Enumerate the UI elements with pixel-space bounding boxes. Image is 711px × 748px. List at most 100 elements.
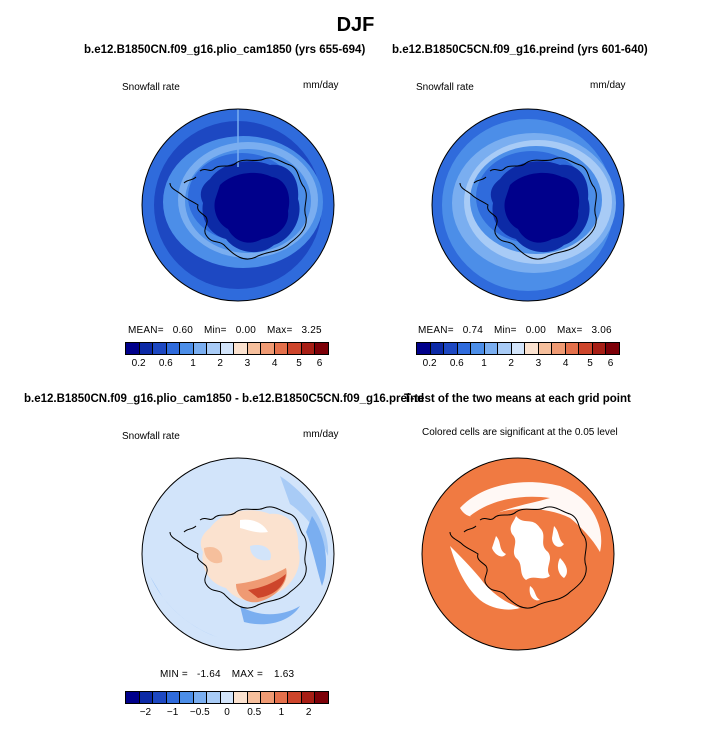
colorbar-swatch [301,343,316,354]
colorbar-swatch [511,343,526,354]
colorbar-tick-label: 6 [607,358,614,369]
colorbar-tick-label: 5 [296,358,302,369]
panel1-units-label: mm/day [303,80,339,91]
colorbar-tick-label: 3 [244,358,251,369]
panel1-max-value: 3.25 [301,325,322,336]
colorbar-tick-label: 0 [224,707,230,718]
panel2-mean-value: 0.74 [462,325,483,336]
colorbar-tick-label: 1 [190,358,196,369]
panel2-variable-label: Snowfall rate [416,82,474,93]
panel4-title: T-test of the two means at each grid poi… [404,393,631,405]
panel1-variable-label: Snowfall rate [122,82,180,93]
colorbar-swatch [261,343,275,354]
panel3-max-label: MAX = [231,669,264,680]
panel3-antarctica-coastline [169,506,307,609]
panel3-variable-label: Snowfall rate [122,431,180,442]
colorbar-swatch [126,692,140,703]
colorbar-swatch [153,343,167,354]
colorbar-swatch [538,343,553,354]
colorbar-tick-label: 6 [316,358,323,369]
colorbar-swatch [139,692,154,703]
panel1-mean-label: MEAN= [128,325,164,336]
colorbar-tick-label: 2 [508,358,514,369]
colorbar-swatch [234,343,248,354]
colorbar-tick-label: 0.2 [422,358,437,369]
panel1-max-label: Max= [266,325,293,336]
colorbar-tick-label: 3 [535,358,542,369]
colorbar-swatch [606,343,619,354]
colorbar-tick-label: 2 [305,707,312,718]
colorbar-tick-label: 4 [271,358,278,369]
colorbar-swatch [315,343,328,354]
colorbar-swatch [301,692,316,703]
panel2-mean-label: MEAN= [418,325,454,336]
panel3-min-label: MIN = [160,669,188,680]
colorbar-tick-label: 4 [562,358,569,369]
colorbar-swatch [457,343,472,354]
colorbar-swatch [274,343,289,354]
colorbar-swatch [315,692,328,703]
panel3-polar-map [141,457,335,651]
colorbar-swatch [288,692,302,703]
colorbar-tick-label: −2 [139,707,152,718]
colorbar-swatch [261,692,275,703]
colorbar-swatch [126,343,140,354]
colorbar-swatch [139,343,154,354]
colorbar-tick-label: 0.2 [131,358,146,369]
colorbar-swatch [180,692,194,703]
panel1-polar-map [141,108,335,302]
panel1-mean-value: 0.60 [172,325,193,336]
colorbar-swatch [207,343,221,354]
colorbar-swatch [498,343,512,354]
colorbar-swatch [247,343,262,354]
colorbar-swatch [274,692,289,703]
colorbar-swatch [220,692,235,703]
colorbar-swatch [180,343,194,354]
panel1-antarctica-coastline [169,157,307,260]
panel3-colorbar [125,691,329,704]
colorbar-tick-label: −0.5 [189,707,210,718]
panel4-polar-map [421,457,615,651]
colorbar-tick-label: 1 [278,707,285,718]
colorbar-swatch [153,692,167,703]
panel1-title: b.e12.B1850CN.f09_g16.plio_cam1850 (yrs … [84,44,366,56]
colorbar-swatch [193,692,208,703]
colorbar-swatch [430,343,445,354]
colorbar-swatch [234,692,248,703]
panel1-colorbar [125,342,329,355]
colorbar-swatch [565,343,580,354]
colorbar-swatch [525,343,539,354]
panel4-subtitle: Colored cells are significant at the 0.0… [422,427,618,438]
colorbar-tick-label: 0.6 [158,358,173,369]
panel2-antarctica-coastline [459,157,597,260]
colorbar-tick-label: 5 [587,358,593,369]
colorbar-swatch [166,343,181,354]
panel3-units-label: mm/day [303,429,339,440]
main-title: DJF [336,14,375,36]
panel1-min-label: Min= [203,325,227,336]
colorbar-tick-label: 0.5 [247,707,262,718]
colorbar-swatch [288,343,302,354]
panel2-polar-map [431,108,625,302]
panel3-title: b.e12.B1850CN.f09_g16.plio_cam1850 - b.e… [24,393,425,405]
panel3-colorbar-ticks: −2 −1 −0.5 0 0.5 1 2 [125,707,329,719]
colorbar-swatch [579,343,593,354]
colorbar-swatch [552,343,566,354]
colorbar-swatch [444,343,458,354]
panel1-min-value: 0.00 [235,325,256,336]
colorbar-tick-label: 1 [481,358,487,369]
colorbar-swatch [220,343,235,354]
panel2-min-value: 0.00 [525,325,546,336]
panel2-colorbar [416,342,620,355]
panel2-stats: MEAN= 0.74 Min= 0.00 Max= 3.06 [418,325,612,336]
panel1-colorbar-ticks: 0.2 0.6 1 2 3 4 5 6 [125,358,329,370]
panel2-min-label: Min= [493,325,517,336]
panel3-max-value: 1.63 [274,669,295,680]
panel1-stats: MEAN= 0.60 Min= 0.00 Max= 3.25 [128,325,322,336]
colorbar-swatch [193,343,208,354]
colorbar-tick-label: 0.6 [449,358,464,369]
colorbar-swatch [207,692,221,703]
colorbar-tick-label: 2 [217,358,223,369]
colorbar-swatch [484,343,499,354]
panel2-title: b.e12.B1850C5CN.f09_g16.preind (yrs 601-… [392,44,648,56]
